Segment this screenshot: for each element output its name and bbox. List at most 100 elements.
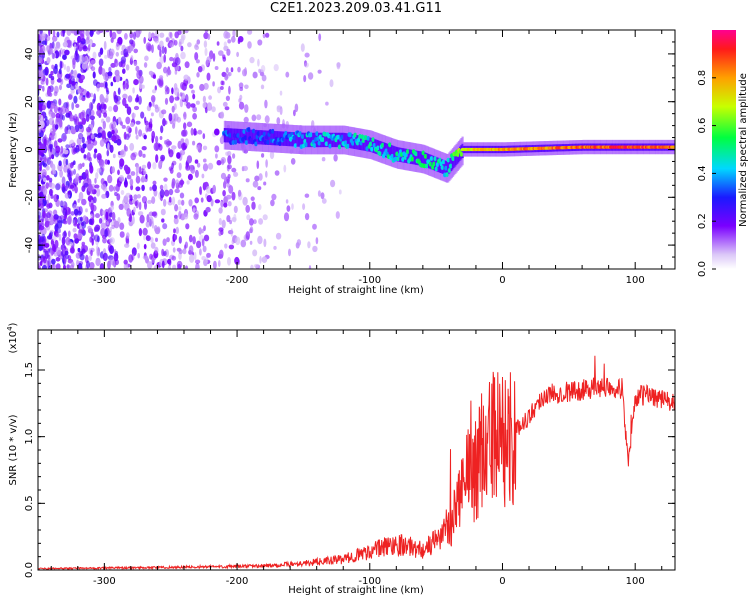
heatmap-cell (62, 30, 65, 38)
heatmap-cell (301, 132, 304, 147)
heatmap-cells (38, 30, 675, 269)
heatmap-cell (98, 218, 103, 224)
heatmap-cell (179, 92, 183, 97)
heatmap-cell (164, 140, 167, 145)
heatmap-cell (225, 95, 230, 102)
heatmap-cell (195, 59, 200, 64)
heatmap-cell (64, 254, 70, 260)
heatmap-cell (117, 169, 120, 176)
heatmap-cell (57, 228, 61, 234)
heatmap-cell (309, 132, 313, 138)
heatmap-cell (221, 219, 226, 229)
heatmap-cell (129, 213, 133, 223)
heatmap-cell (70, 89, 75, 94)
heatmap-cell (187, 173, 193, 181)
heatmap-cell (236, 51, 240, 58)
heatmap-cell (98, 159, 104, 168)
heatmap-cell (184, 94, 189, 103)
heatmap-cell (261, 74, 267, 82)
heatmap-cell (274, 170, 280, 176)
heatmap-cell (107, 174, 113, 184)
heatmap-cell (137, 252, 140, 259)
heatmap-cell (189, 83, 194, 89)
heatmap-cell (242, 196, 248, 206)
heatmap-cell (47, 49, 51, 56)
heatmap-cell (85, 208, 88, 213)
heatmap-cell (244, 67, 247, 76)
heatmap-cell (133, 105, 140, 111)
heatmap-cell (115, 183, 120, 192)
colorbar-tick-label: 0.4 (697, 165, 708, 181)
heatmap-cell (95, 172, 99, 180)
heatmap-cell (143, 62, 148, 68)
heatmap-cell (159, 32, 165, 38)
heatmap-cell (247, 127, 251, 132)
heatmap-cell (169, 167, 174, 174)
heatmap-cell (257, 235, 263, 245)
heatmap-cell (417, 150, 420, 166)
heatmap-cell (82, 45, 88, 52)
heatmap-cell (52, 235, 57, 242)
heatmap-cell (266, 139, 270, 145)
heatmap-cell (226, 178, 230, 184)
heatmap-cell (297, 132, 300, 147)
heatmap-cell (49, 249, 53, 257)
heatmap-cell (391, 145, 394, 160)
heatmap-cell (82, 162, 85, 167)
heatmap-cell (141, 184, 145, 192)
heatmap-cell (252, 129, 255, 144)
heatmap-cell (143, 234, 146, 241)
heatmap-cell (299, 132, 302, 147)
heatmap-cell (38, 33, 41, 40)
heatmap-cell (62, 54, 67, 60)
heatmap-cell (270, 130, 273, 146)
heatmap-cell (95, 213, 100, 219)
colorbar-ticks: 0.0 0.2 0.4 0.6 0.8 (697, 70, 716, 277)
heatmap-cell (48, 151, 52, 157)
heatmap-cell (87, 43, 91, 52)
heatmap-cell (232, 30, 236, 38)
heatmap-cell (91, 133, 95, 140)
snr-multiplier-base: (x10 (8, 331, 19, 354)
heatmap-cell (412, 150, 415, 165)
heatmap-cell (212, 184, 216, 194)
heatmap-cell (77, 216, 83, 225)
heatmap-cell (414, 150, 418, 165)
heatmap-cell (378, 151, 383, 157)
heatmap-cell (286, 205, 291, 212)
heatmap-cell (306, 132, 309, 148)
heatmap-cell (207, 162, 214, 170)
heatmap-cell (137, 211, 144, 216)
heatmap-cell (232, 153, 236, 159)
heatmap-cell (180, 138, 185, 144)
heatmap-cell (149, 253, 153, 260)
heatmap-cell (72, 227, 77, 233)
heatmap-cell (424, 152, 427, 167)
heatmap-cell (194, 197, 199, 204)
heatmap-cell (138, 228, 143, 237)
heatmap-cell (382, 142, 385, 157)
heatmap-cell (218, 260, 221, 267)
heatmap-cell (376, 145, 380, 151)
heatmap-cell (303, 75, 307, 83)
heatmap-cell (47, 254, 51, 260)
heatmap-cell (75, 103, 80, 108)
heatmap-cell (202, 182, 207, 191)
heatmap-cell (52, 30, 56, 38)
heatmap-ylabel: Frequency (Hz) (8, 112, 19, 188)
heatmap-cell (105, 30, 110, 33)
heatmap-cell (51, 112, 56, 119)
heatmap-cell (192, 106, 198, 113)
heatmap-cell (186, 121, 193, 128)
heatmap-cell (325, 101, 329, 106)
heatmap-cell (171, 87, 174, 95)
heatmap-cell (77, 88, 82, 94)
heatmap-cell (103, 137, 110, 144)
heatmap-cell (292, 135, 297, 141)
heatmap-cell (285, 199, 289, 204)
heatmap-cell (333, 154, 338, 162)
heatmap-cell (77, 210, 82, 216)
heatmap-cell (120, 121, 123, 127)
heatmap-cell (227, 257, 231, 266)
heatmap-cell (233, 205, 238, 214)
